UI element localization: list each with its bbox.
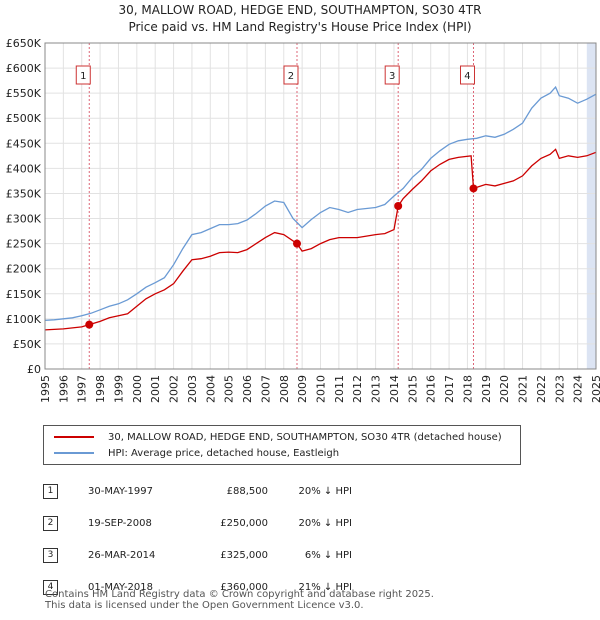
sale-hpi-diff: 20% ↓ HPI [298, 517, 352, 529]
x-tick-label: 2018 [461, 375, 474, 403]
legend: 30, MALLOW ROAD, HEDGE END, SOUTHAMPTON,… [43, 425, 521, 465]
x-tick-label: 1997 [76, 375, 89, 403]
x-tick-label: 2017 [443, 375, 456, 403]
table-row: 2 19-SEP-2008 £250,000 20% ↓ HPI [43, 507, 352, 539]
x-tick-label: 2019 [480, 375, 493, 403]
y-tick-label: £400K [6, 162, 42, 175]
footer-copyright: Contains HM Land Registry data © Crown c… [45, 589, 434, 600]
y-tick-label: £500K [6, 112, 42, 125]
sale-label: 2 [283, 65, 299, 85]
x-tick-label: 2001 [149, 375, 162, 403]
x-tick-label: 2023 [553, 375, 566, 403]
x-tick-label: 1999 [112, 375, 125, 403]
sale-price: £88,500 [226, 485, 268, 497]
sale-price: £360,000 [220, 581, 268, 593]
x-tick-label: 2000 [131, 375, 144, 403]
sales-table: 1 30-MAY-1997 £88,500 20% ↓ HPI 2 19-SEP… [43, 475, 352, 603]
sale-hpi-diff: 6% ↓ HPI [304, 549, 352, 561]
hpi-series-line [44, 85, 597, 322]
legend-blue-line [54, 452, 94, 454]
x-tick-label: 2025 [590, 375, 600, 403]
y-tick-label: £650K [6, 37, 42, 50]
legend-item-hpi: HPI: Average price, detached house, East… [54, 446, 339, 460]
sale-label: 1 [75, 65, 91, 85]
sale-label: 3 [384, 65, 400, 85]
x-tick-label: 2021 [517, 375, 530, 403]
sale-label: 4 [459, 65, 475, 85]
x-tick-label: 2012 [351, 375, 364, 403]
sale-number-badge: 4 [43, 579, 58, 595]
sale-label-text: 4 [464, 71, 470, 82]
sale-label-text: 2 [288, 71, 294, 82]
sale-label-box [459, 65, 475, 85]
sale-point [85, 320, 94, 329]
x-tick-label: 1996 [57, 375, 70, 403]
y-tick-label: £200K [6, 263, 42, 276]
table-row: 1 30-MAY-1997 £88,500 20% ↓ HPI [43, 475, 352, 507]
x-tick-label: 2016 [425, 375, 438, 403]
legend-hpi-label: HPI: Average price, detached house, East… [108, 447, 340, 459]
sale-date: 26-MAR-2014 [88, 549, 156, 561]
x-tick-label: 2002 [168, 375, 181, 403]
x-tick-label: 2004 [204, 375, 217, 403]
x-tick-label: 2015 [406, 375, 419, 403]
footer-licence: This data is licensed under the Open Gov… [45, 600, 364, 611]
x-tick-label: 2020 [498, 375, 511, 403]
y-tick-label: £50K [13, 338, 42, 351]
x-tick-label: 2024 [572, 375, 585, 403]
property-series-line [44, 148, 597, 331]
x-tick-label: 2008 [278, 375, 291, 403]
y-tick-label: £0 [27, 363, 41, 376]
sale-label-text: 1 [80, 71, 86, 82]
y-tick-label: £600K [6, 62, 42, 75]
sale-price: £250,000 [220, 517, 268, 529]
sale-label-box [75, 65, 91, 85]
y-tick-label: £300K [6, 213, 42, 226]
sale-point [292, 239, 301, 248]
y-tick-label: £450K [6, 137, 42, 150]
chart-title: 30, MALLOW ROAD, HEDGE END, SOUTHAMPTON,… [118, 3, 482, 17]
sale-price: £325,000 [220, 549, 268, 561]
sale-label-box [283, 65, 299, 85]
legend-property-label: 30, MALLOW ROAD, HEDGE END, SOUTHAMPTON,… [108, 431, 502, 443]
y-tick-label: £350K [6, 187, 42, 200]
x-tick-label: 2010 [315, 375, 328, 403]
y-tick-label: £150K [6, 288, 42, 301]
sale-label-text: 3 [389, 71, 395, 82]
x-tick-label: 2007 [259, 375, 272, 403]
x-tick-label: 2014 [388, 375, 401, 403]
x-tick-label: 2005 [223, 375, 236, 403]
x-tick-label: 2022 [535, 375, 548, 403]
sale-date: 30-MAY-1997 [88, 485, 154, 497]
footer: Contains HM Land Registry data © Crown c… [45, 589, 434, 611]
y-tick-label: £550K [6, 87, 42, 100]
legend-red-line [54, 436, 94, 438]
future-band [586, 43, 596, 369]
sale-number-badge: 1 [43, 483, 58, 499]
plot-frame [44, 42, 597, 370]
x-tick-label: 2009 [296, 375, 309, 403]
price-chart: 1 2 3 4 £0 £50K £100K £150K £200K £250K £300K £350K… [6, 37, 600, 403]
x-tick-label: 1995 [39, 375, 52, 403]
legend-item-property: 30, MALLOW ROAD, HEDGE END, SOUTHAMPTON,… [54, 430, 502, 444]
x-tick-label: 2011 [333, 375, 346, 403]
sale-number-badge: 3 [43, 547, 58, 563]
x-tick-label: 1998 [94, 375, 107, 403]
sale-point [469, 184, 478, 193]
sale-point [394, 202, 403, 210]
sale-date: 01-MAY-2018 [88, 581, 154, 593]
y-tick-label: £100K [6, 313, 42, 326]
sale-hpi-diff: 21% ↓ HPI [298, 581, 352, 593]
x-tick-label: 2013 [370, 375, 383, 403]
sale-hpi-diff: 20% ↓ HPI [298, 485, 352, 497]
x-tick-label: 2006 [241, 375, 254, 403]
x-tick-label: 2003 [186, 375, 199, 403]
table-row: 3 26-MAR-2014 £325,000 6% ↓ HPI [43, 539, 352, 571]
chart-subtitle: Price paid vs. HM Land Registry's House … [128, 20, 472, 34]
sale-number-badge: 2 [43, 515, 58, 531]
sale-date: 19-SEP-2008 [88, 517, 152, 529]
sale-label-box [384, 65, 400, 85]
y-tick-label: £250K [6, 238, 42, 251]
table-row: 4 01-MAY-2018 £360,000 21% ↓ HPI [43, 571, 352, 603]
